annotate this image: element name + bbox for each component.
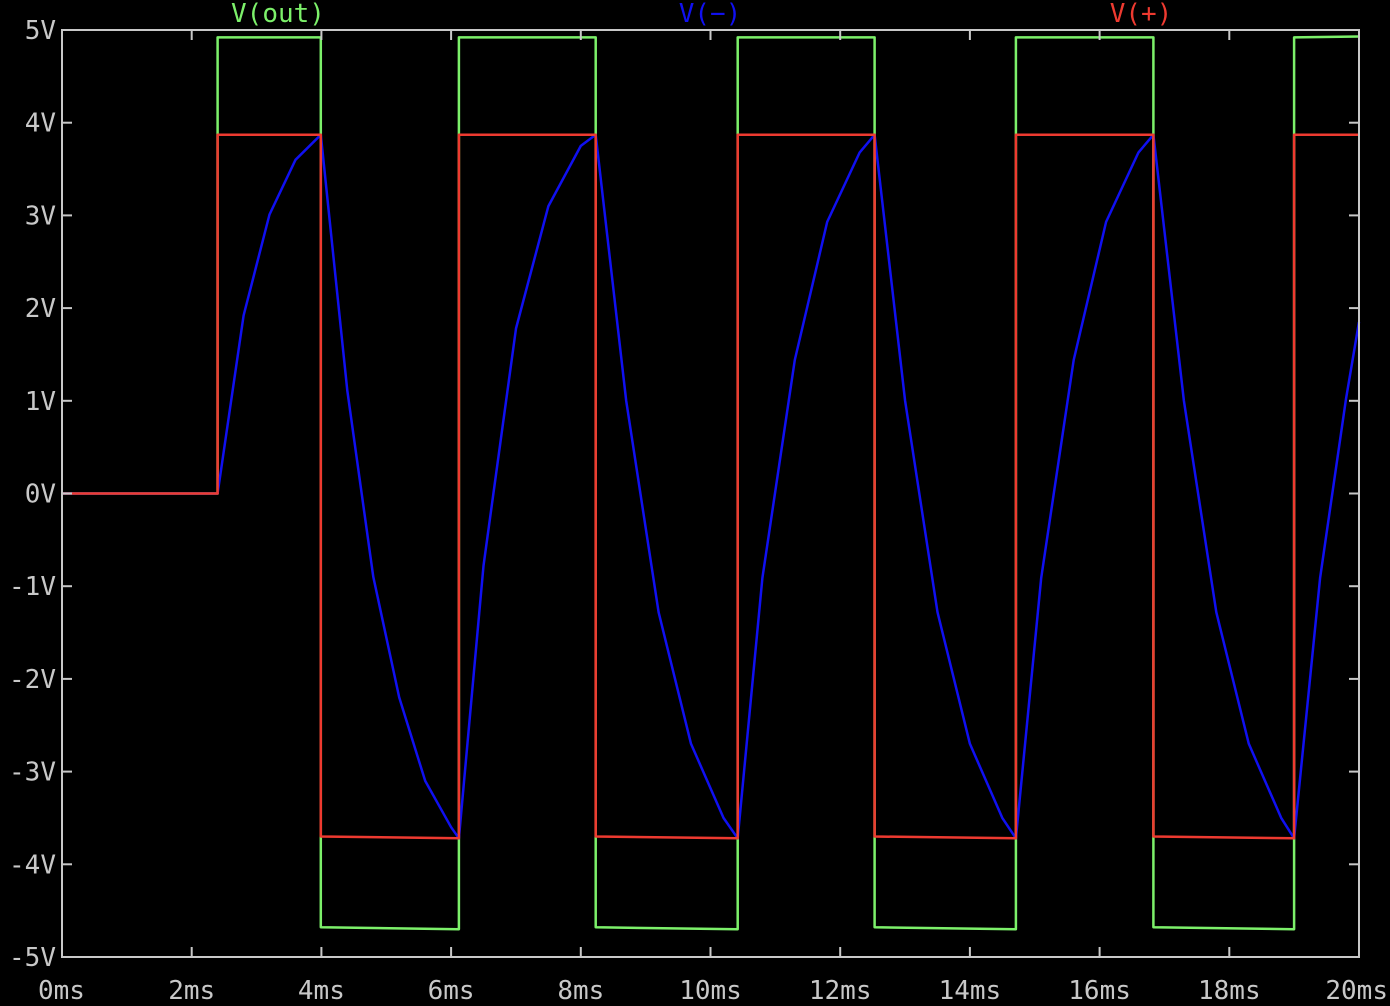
x-tick-label: 16ms	[1068, 976, 1131, 1006]
y-tick-label: 4V	[25, 109, 56, 139]
y-tick-label: 2V	[25, 294, 56, 324]
x-tick-label: 18ms	[1198, 976, 1261, 1006]
y-tick-label: 3V	[25, 201, 56, 231]
legend-label-1: V(−)	[679, 0, 742, 29]
y-tick-label: -1V	[9, 572, 56, 602]
y-tick-label: -4V	[9, 850, 56, 880]
y-tick-label: 0V	[25, 480, 56, 510]
series-line-1	[62, 133, 1361, 840]
y-tick-label: 5V	[25, 16, 56, 46]
x-tick-label: 10ms	[679, 976, 742, 1006]
series-line-2	[62, 133, 1359, 840]
y-tick-label: -2V	[9, 665, 56, 695]
x-tick-label: 20ms	[1325, 976, 1388, 1006]
y-tick-label: 1V	[25, 387, 56, 417]
legend-label-0: V(out)	[231, 0, 325, 29]
x-tick-label: 14ms	[939, 976, 1002, 1006]
series-layer	[62, 35, 1361, 931]
legend-label-2: V(+)	[1110, 0, 1173, 29]
x-tick-label: 8ms	[557, 976, 604, 1006]
x-tick-label: 2ms	[168, 976, 215, 1006]
legend-layer: V(out) V(−) V(+)	[231, 0, 1172, 29]
x-tick-label: 6ms	[428, 976, 475, 1006]
x-tick-label: 0ms	[38, 976, 85, 1006]
y-tick-label: -3V	[9, 758, 56, 788]
y-tick-label: -5V	[9, 943, 56, 973]
x-tick-label: 12ms	[809, 976, 872, 1006]
x-tick-label: 4ms	[298, 976, 345, 1006]
